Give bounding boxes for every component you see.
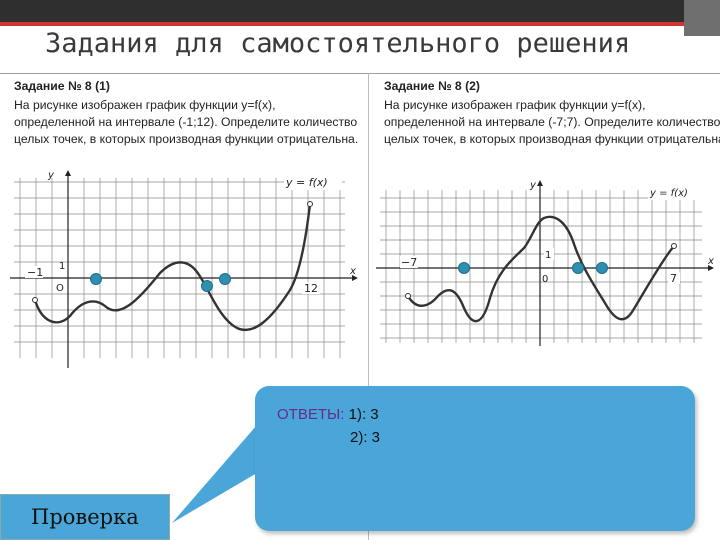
slide-corner-block — [684, 0, 720, 36]
task2-axis-y-label: y — [529, 180, 537, 191]
task1-x-arrow — [352, 275, 358, 281]
answer-line-2: 2): 3 — [350, 429, 381, 446]
task2-marker — [572, 262, 584, 274]
task1-open-endpoint-right — [307, 201, 313, 207]
task2-heading: Задание № 8 (2) — [384, 79, 480, 93]
task2-graph: y x y = f(x) −7 1 0 7 — [376, 180, 714, 346]
task1-label-one: 1 — [59, 261, 65, 272]
task1-axis-y-label: y — [47, 170, 55, 181]
task1-label-minus1: −1 — [27, 266, 43, 279]
column-divider — [368, 73, 369, 540]
task1-marker — [219, 273, 231, 285]
task2-x-arrow — [708, 265, 714, 271]
task2-label-origin: 0 — [542, 274, 548, 285]
answer-callout-tail — [172, 425, 262, 523]
task1-marker — [90, 273, 102, 285]
slide-top-bar — [0, 0, 720, 36]
task1-text: На рисунке изображен график функции y=f(… — [14, 98, 359, 146]
task2-y-arrow — [537, 180, 543, 186]
task1-grid — [14, 178, 345, 358]
task2-label-one: 1 — [545, 250, 551, 261]
task2-seven-bg — [668, 272, 680, 284]
task1-twelve-bg — [302, 282, 320, 294]
task2-label-minus7: −7 — [401, 256, 417, 269]
task1-axis-x-label: x — [349, 266, 356, 277]
title-divider — [0, 73, 720, 74]
answer-line-1: ОТВЕТЫ: 1): 3 — [277, 406, 379, 423]
task2-one-bg — [544, 248, 554, 260]
check-button-label: Проверка — [31, 505, 139, 529]
task2-label-seven: 7 — [670, 272, 677, 285]
task2-legend: y = f(x) — [649, 188, 688, 199]
task2-minus7-bg — [400, 256, 418, 268]
task2-grid — [380, 190, 702, 343]
task1-label-origin: O — [56, 283, 64, 294]
task1-panel: Задание № 8 (1) На рисунке изображен гра… — [14, 78, 359, 148]
task1-legend-box — [284, 174, 342, 190]
task2-marker — [458, 262, 470, 274]
task1-y-arrow — [65, 170, 71, 176]
task2-axis-x-label: x — [707, 256, 714, 267]
answer-value-1: 1): 3 — [344, 406, 379, 423]
task2-legend-box — [648, 184, 702, 200]
slide-top-red-stripe — [0, 22, 720, 26]
task2-panel: Задание № 8 (2) На рисунке изображен гра… — [384, 78, 720, 148]
task2-text: На рисунке изображен график функции y=f(… — [384, 98, 720, 146]
answer-label: ОТВЕТЫ: — [277, 406, 345, 423]
task1-graph: y x y = f(x) −1 1 O 12 — [10, 170, 358, 368]
task1-label-twelve: 12 — [304, 282, 318, 295]
task2-marker — [596, 262, 608, 274]
check-button[interactable]: Проверка — [0, 494, 170, 540]
task1-minus1-bg — [25, 266, 43, 278]
task2-axes — [376, 184, 708, 346]
task1-function-curve — [33, 203, 312, 331]
task1-marker — [201, 280, 213, 292]
task1-open-endpoint-left — [32, 297, 38, 303]
slide-title: Задания для самостоятельного решения — [45, 28, 631, 59]
task2-function-curve — [406, 215, 675, 323]
task2-open-endpoint-left — [405, 293, 411, 299]
task1-legend: y = f(x) — [285, 176, 328, 189]
task1-heading: Задание № 8 (1) — [14, 79, 110, 93]
answer-callout: ОТВЕТЫ: 1): 3 2): 3 — [255, 386, 695, 531]
task2-open-endpoint-right — [671, 243, 677, 249]
